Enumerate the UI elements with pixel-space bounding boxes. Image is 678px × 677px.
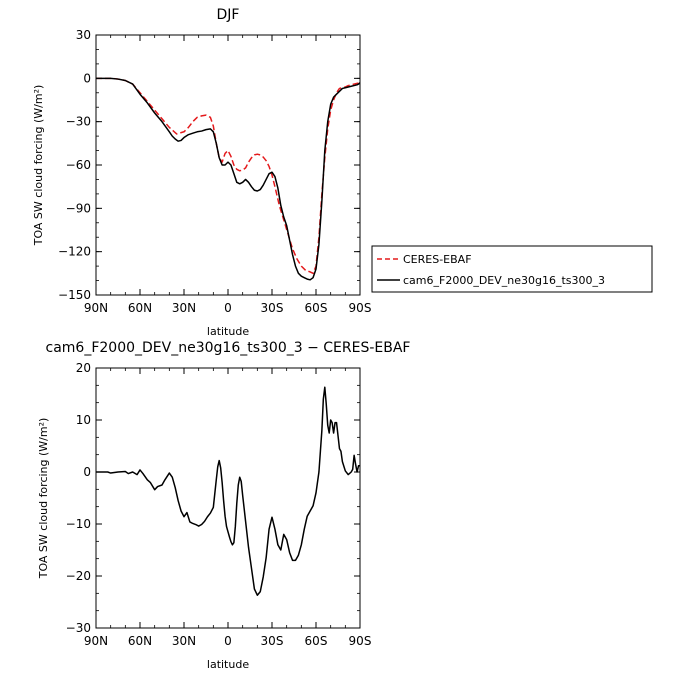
top-plot-frame xyxy=(95,34,361,296)
x-tick-label: 60S xyxy=(305,634,328,648)
y-tick-label: −90 xyxy=(66,201,91,215)
x-tick-label: 60N xyxy=(128,634,152,648)
bottom-y-axis-label: TOA SW cloud forcing (W/m²) xyxy=(37,418,50,580)
x-tick-label: 90S xyxy=(349,634,372,648)
y-tick-label: 0 xyxy=(83,465,91,479)
bottom-x-axis-label: latitude xyxy=(207,658,249,671)
x-tick-label: 0 xyxy=(224,301,232,315)
x-tick-label: 30S xyxy=(261,301,284,315)
x-tick-label: 60N xyxy=(128,301,152,315)
x-tick-label: 60S xyxy=(305,301,328,315)
bottom-plot-area xyxy=(96,386,360,596)
legend: CERES-EBAF cam6_F2000_DEV_ne30g16_ts300_… xyxy=(371,245,653,293)
x-tick-label: 30N xyxy=(172,301,196,315)
x-tick-label: 0 xyxy=(224,634,232,648)
y-tick-label: 20 xyxy=(76,361,91,375)
y-tick-label: 30 xyxy=(76,28,91,42)
x-tick-label: 30N xyxy=(172,634,196,648)
top-chart-title: DJF xyxy=(217,7,240,23)
y-tick-label: −30 xyxy=(66,621,91,635)
legend-label-ceres: CERES-EBAF xyxy=(403,253,472,266)
y-tick-label: −10 xyxy=(66,517,91,531)
bottom-line-chart: cam6_F2000_DEV_ne30g16_ts300_3 − CERES-E… xyxy=(37,340,410,671)
x-tick-label: 30S xyxy=(261,634,284,648)
y-tick-label: 0 xyxy=(83,71,91,85)
y-tick-label: −60 xyxy=(66,158,91,172)
series-line-ceres-ebaf xyxy=(96,77,361,275)
top-y-axis-label: TOA SW cloud forcing (W/m²) xyxy=(32,85,45,247)
bottom-plot-frame xyxy=(95,367,361,629)
x-tick-label: 90N xyxy=(84,634,108,648)
series-line-difference xyxy=(96,386,360,596)
x-tick-label: 90S xyxy=(349,301,372,315)
x-tick-label: 90N xyxy=(84,301,108,315)
legend-box xyxy=(371,245,653,293)
legend-label-model: cam6_F2000_DEV_ne30g16_ts300_3 xyxy=(403,274,605,287)
y-tick-label: −120 xyxy=(58,245,91,259)
y-tick-label: 10 xyxy=(76,413,91,427)
top-plot-area xyxy=(96,77,361,281)
y-tick-label: −30 xyxy=(66,115,91,129)
bottom-chart-title: cam6_F2000_DEV_ne30g16_ts300_3 − CERES-E… xyxy=(46,340,411,356)
series-line-model xyxy=(96,77,361,281)
top-x-axis-label: latitude xyxy=(207,325,249,338)
y-tick-label: −150 xyxy=(58,288,91,302)
y-tick-label: −20 xyxy=(66,569,91,583)
